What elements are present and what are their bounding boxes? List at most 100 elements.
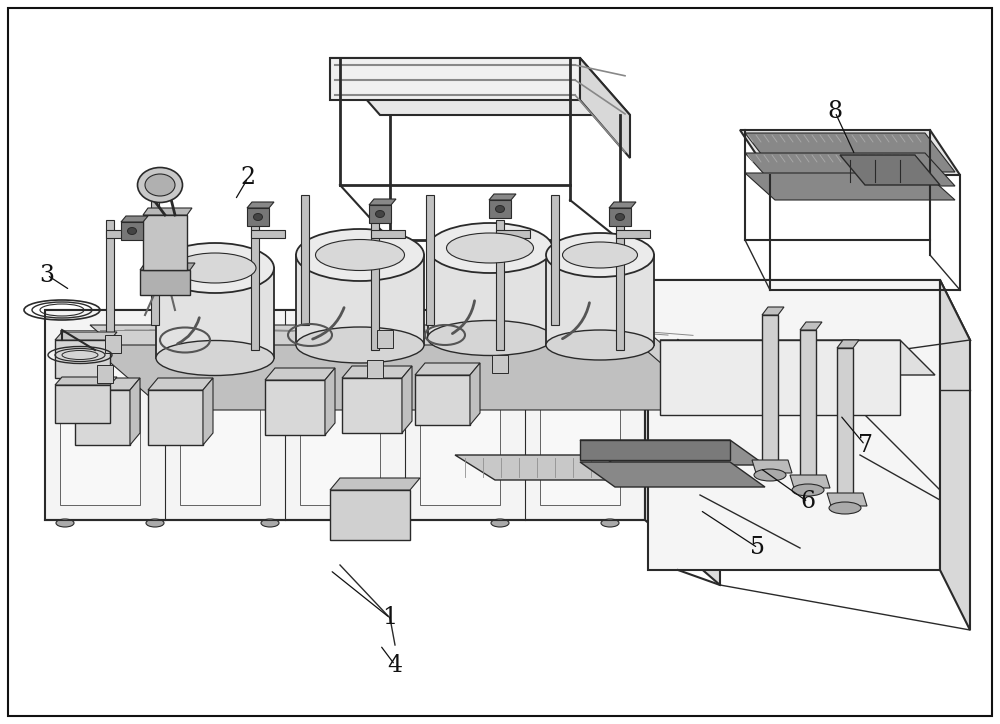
Polygon shape — [745, 153, 955, 186]
Polygon shape — [60, 330, 140, 505]
Polygon shape — [251, 230, 285, 238]
Polygon shape — [496, 230, 530, 238]
Polygon shape — [616, 220, 624, 350]
Ellipse shape — [562, 242, 638, 268]
Polygon shape — [121, 222, 143, 240]
Polygon shape — [580, 440, 730, 460]
Ellipse shape — [156, 243, 274, 293]
Polygon shape — [470, 363, 480, 425]
Polygon shape — [660, 340, 900, 415]
Polygon shape — [402, 366, 412, 433]
Polygon shape — [140, 263, 195, 270]
Polygon shape — [247, 208, 269, 226]
Polygon shape — [800, 322, 822, 330]
Ellipse shape — [546, 233, 654, 277]
Ellipse shape — [128, 227, 136, 235]
Polygon shape — [296, 255, 424, 345]
Polygon shape — [367, 360, 383, 378]
Polygon shape — [330, 58, 580, 100]
Ellipse shape — [174, 253, 256, 283]
Polygon shape — [342, 378, 402, 433]
Polygon shape — [55, 332, 117, 340]
Polygon shape — [371, 220, 379, 350]
Polygon shape — [75, 378, 140, 390]
Polygon shape — [75, 390, 130, 445]
Polygon shape — [148, 390, 203, 445]
Ellipse shape — [829, 502, 861, 514]
Polygon shape — [265, 380, 325, 435]
Polygon shape — [840, 155, 940, 185]
Polygon shape — [940, 280, 970, 630]
Text: 8: 8 — [827, 101, 843, 124]
Polygon shape — [105, 335, 121, 353]
Ellipse shape — [296, 229, 424, 281]
Polygon shape — [148, 378, 213, 390]
Ellipse shape — [138, 167, 182, 203]
Ellipse shape — [376, 519, 394, 527]
Polygon shape — [415, 363, 480, 375]
Polygon shape — [97, 365, 113, 383]
Polygon shape — [415, 375, 470, 425]
Ellipse shape — [316, 240, 404, 271]
Polygon shape — [546, 255, 654, 345]
Polygon shape — [55, 377, 117, 385]
Polygon shape — [45, 310, 720, 375]
Polygon shape — [371, 230, 405, 238]
Polygon shape — [609, 208, 631, 226]
Polygon shape — [301, 195, 309, 325]
Ellipse shape — [616, 214, 624, 221]
Polygon shape — [580, 440, 765, 465]
Polygon shape — [265, 368, 335, 380]
Polygon shape — [837, 348, 853, 498]
Polygon shape — [156, 268, 274, 358]
Polygon shape — [426, 195, 434, 325]
Polygon shape — [251, 220, 259, 350]
Polygon shape — [106, 220, 114, 350]
Ellipse shape — [496, 206, 505, 213]
Polygon shape — [489, 194, 516, 200]
Polygon shape — [800, 330, 816, 480]
Polygon shape — [745, 133, 955, 172]
Polygon shape — [740, 130, 960, 175]
Text: 6: 6 — [800, 490, 816, 513]
Polygon shape — [90, 325, 715, 390]
Ellipse shape — [296, 327, 424, 363]
Polygon shape — [827, 493, 867, 506]
Ellipse shape — [754, 469, 786, 481]
Polygon shape — [648, 280, 940, 570]
Polygon shape — [540, 330, 620, 505]
Polygon shape — [420, 330, 500, 505]
Polygon shape — [609, 202, 636, 208]
Polygon shape — [580, 58, 630, 158]
Polygon shape — [762, 315, 778, 465]
Ellipse shape — [145, 174, 175, 196]
Ellipse shape — [491, 519, 509, 527]
Polygon shape — [55, 340, 110, 378]
Text: 5: 5 — [750, 536, 766, 560]
Ellipse shape — [376, 211, 384, 217]
Polygon shape — [203, 378, 213, 445]
Polygon shape — [151, 195, 159, 325]
Polygon shape — [342, 366, 412, 378]
Polygon shape — [180, 330, 260, 505]
Polygon shape — [143, 215, 187, 270]
Polygon shape — [745, 173, 955, 200]
Text: 4: 4 — [387, 654, 403, 676]
Polygon shape — [496, 220, 504, 350]
Polygon shape — [325, 368, 335, 435]
Polygon shape — [551, 195, 559, 325]
Polygon shape — [143, 208, 192, 215]
Polygon shape — [45, 310, 645, 520]
Ellipse shape — [156, 340, 274, 376]
Ellipse shape — [428, 223, 552, 273]
Ellipse shape — [446, 233, 534, 263]
Polygon shape — [330, 478, 420, 490]
Polygon shape — [645, 310, 720, 585]
Polygon shape — [130, 378, 140, 445]
Polygon shape — [428, 248, 552, 338]
Ellipse shape — [546, 330, 654, 360]
Polygon shape — [580, 462, 765, 487]
Polygon shape — [762, 307, 784, 315]
Text: 3: 3 — [40, 264, 54, 287]
Ellipse shape — [146, 519, 164, 527]
